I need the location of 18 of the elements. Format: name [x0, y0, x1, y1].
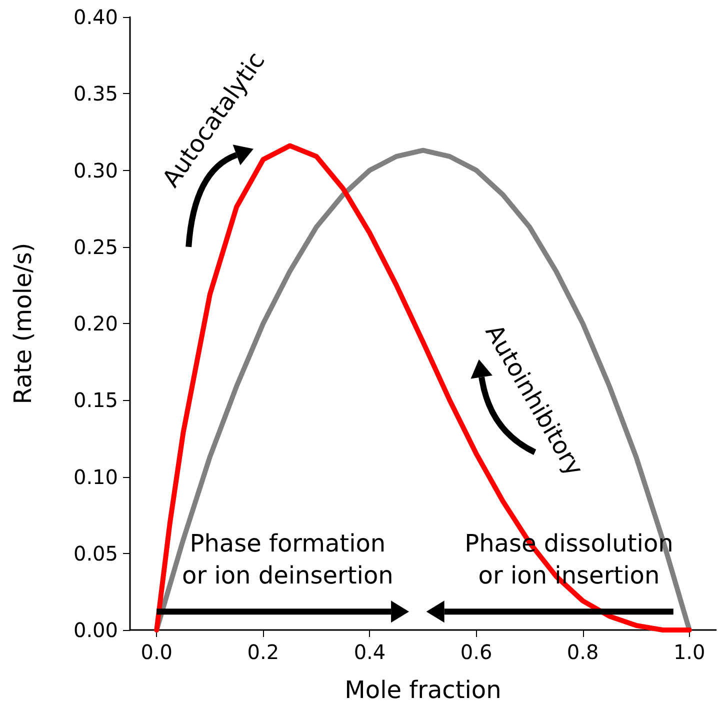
y-tick-label: 0.35 — [73, 82, 118, 106]
y-tick-label: 0.40 — [73, 5, 118, 29]
y-tick-label: 0.10 — [73, 464, 118, 489]
x-tick-label: 0.6 — [460, 640, 492, 664]
y-axis-title: Rate (mole/s) — [9, 242, 37, 404]
x-tick-label: 0.4 — [354, 640, 386, 664]
y-tick-label: 0.15 — [73, 388, 118, 412]
y-tick-label: 0.20 — [73, 312, 118, 336]
x-tick-label: 1.0 — [673, 640, 706, 664]
y-tick-label: 0.30 — [73, 158, 118, 182]
y-tick-label: 0.00 — [73, 618, 118, 642]
x-tick-label: 0.2 — [247, 640, 280, 664]
x-tick-label: 0.8 — [566, 640, 599, 664]
y-tick-label: 0.25 — [73, 234, 118, 259]
x-axis-title: Mole fraction — [344, 676, 502, 704]
y-tick-label: 0.05 — [73, 541, 118, 566]
annotation: Phase formation or ion deinsertion — [182, 530, 394, 590]
x-tick-label: 0.0 — [140, 640, 173, 664]
